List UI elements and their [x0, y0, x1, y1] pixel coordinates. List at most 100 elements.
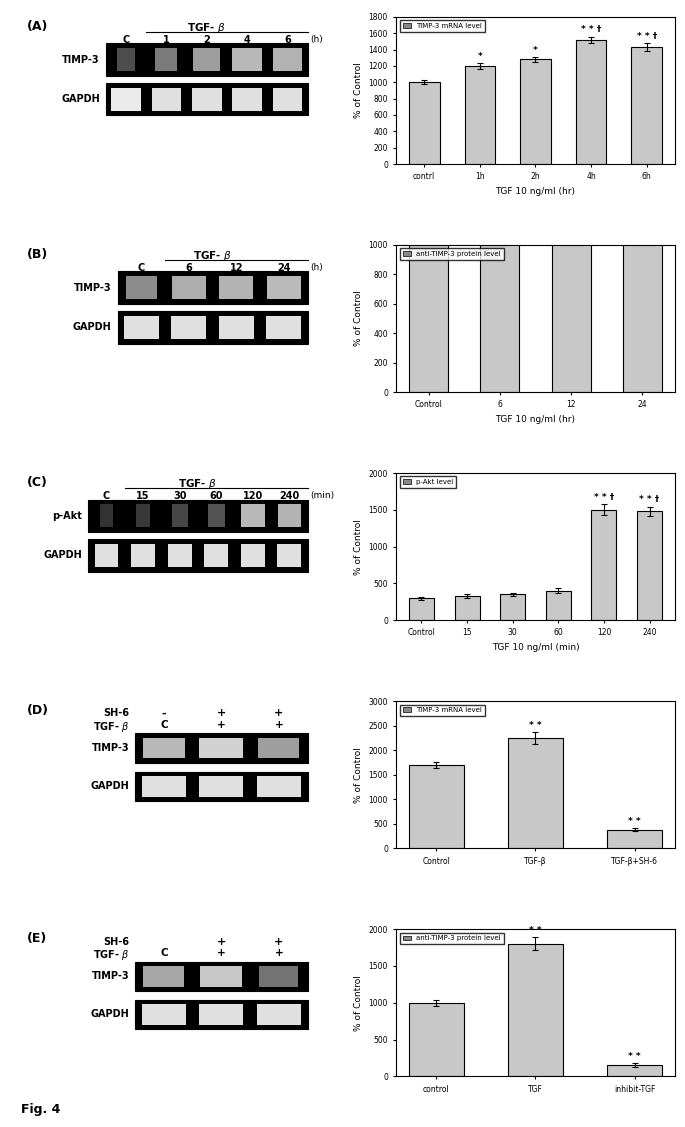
Bar	[520, 60, 551, 165]
Text: TGF- $\beta$: TGF- $\beta$	[179, 478, 217, 491]
Bar	[135, 772, 308, 801]
Bar	[241, 504, 264, 527]
Bar	[95, 543, 119, 567]
Bar	[142, 777, 186, 797]
Bar	[608, 1065, 662, 1076]
Bar	[232, 88, 262, 112]
Text: 6: 6	[284, 35, 291, 45]
Bar	[168, 543, 192, 567]
Bar	[257, 777, 301, 797]
Bar	[409, 171, 448, 392]
Bar	[637, 512, 662, 620]
Text: GAPDH: GAPDH	[90, 781, 129, 791]
Text: 30: 30	[173, 490, 186, 500]
Text: 60: 60	[210, 490, 223, 500]
X-axis label: TGF 10 ng/ml (min): TGF 10 ng/ml (min)	[492, 644, 580, 653]
Text: 6: 6	[186, 263, 192, 273]
Bar	[232, 47, 262, 71]
Text: (B): (B)	[27, 248, 48, 261]
Bar	[199, 777, 243, 797]
Bar	[88, 539, 308, 571]
Bar	[455, 596, 480, 620]
Bar	[273, 47, 301, 71]
Bar	[219, 316, 253, 339]
Bar	[172, 276, 206, 300]
Text: (A): (A)	[27, 20, 48, 33]
Bar	[257, 1004, 301, 1024]
Text: TGF- $\beta$: TGF- $\beta$	[92, 948, 129, 962]
Text: +: +	[275, 948, 283, 958]
Bar	[200, 966, 242, 986]
Text: SH-6: SH-6	[103, 937, 129, 947]
Bar	[204, 543, 228, 567]
Bar	[591, 509, 616, 620]
Bar	[623, 0, 662, 392]
Bar	[508, 944, 563, 1076]
Text: (min): (min)	[310, 490, 335, 499]
Legend: p-Akt level: p-Akt level	[400, 477, 456, 488]
Y-axis label: % of Control: % of Control	[354, 291, 363, 346]
Legend: TIMP-3 mRNA level: TIMP-3 mRNA level	[400, 20, 485, 32]
Bar	[142, 1004, 186, 1024]
Bar	[106, 83, 308, 115]
Text: +: +	[275, 720, 283, 730]
Text: 1: 1	[163, 35, 170, 45]
Bar	[193, 47, 220, 71]
Bar	[172, 504, 188, 527]
Text: 2: 2	[203, 35, 210, 45]
Bar	[508, 738, 563, 849]
Text: * *: * *	[530, 926, 542, 935]
Text: 4: 4	[244, 35, 251, 45]
Text: TIMP-3: TIMP-3	[92, 743, 129, 753]
Text: (h): (h)	[310, 35, 323, 44]
Bar	[208, 504, 225, 527]
Text: TIMP-3: TIMP-3	[92, 971, 129, 982]
Text: -: -	[162, 709, 166, 718]
X-axis label: TGF 10 ng/ml (hr): TGF 10 ng/ml (hr)	[495, 187, 575, 196]
Bar	[409, 1003, 464, 1076]
Bar	[546, 591, 571, 620]
Y-axis label: % of Control: % of Control	[354, 747, 363, 802]
Bar	[632, 47, 662, 165]
Bar	[241, 543, 264, 567]
Text: GAPDH: GAPDH	[61, 95, 100, 105]
Text: 24: 24	[277, 263, 290, 273]
Text: TGF- $\beta$: TGF- $\beta$	[187, 21, 226, 35]
Bar	[118, 311, 308, 344]
Bar	[116, 47, 135, 71]
Bar	[110, 88, 142, 112]
Bar	[259, 966, 299, 986]
Text: C: C	[160, 948, 168, 958]
Text: * * †: * * †	[594, 494, 614, 503]
Text: 15: 15	[136, 490, 150, 500]
Bar	[266, 316, 301, 339]
Bar	[464, 66, 495, 165]
Text: * * †: * * †	[639, 495, 660, 504]
Text: C: C	[160, 720, 168, 730]
Text: (E): (E)	[27, 932, 47, 946]
Bar	[199, 1004, 243, 1024]
Text: 240: 240	[279, 490, 299, 500]
Text: p-Akt: p-Akt	[53, 511, 82, 521]
Bar	[135, 1000, 308, 1029]
Text: C: C	[123, 35, 129, 45]
Text: (D): (D)	[27, 704, 49, 717]
X-axis label: TGF 10 ng/ml (hr): TGF 10 ng/ml (hr)	[495, 415, 575, 424]
Bar	[273, 88, 302, 112]
Bar	[608, 829, 662, 849]
Bar	[88, 499, 308, 532]
Bar	[277, 543, 301, 567]
Bar	[576, 39, 606, 165]
Bar	[143, 966, 184, 986]
Y-axis label: % of Control: % of Control	[354, 62, 363, 118]
Bar	[142, 738, 185, 758]
Text: 12: 12	[229, 263, 243, 273]
Bar	[409, 82, 440, 165]
Bar	[480, 0, 519, 392]
Bar	[136, 504, 151, 527]
Text: +: +	[274, 709, 284, 718]
Bar	[100, 504, 114, 527]
Text: C: C	[138, 263, 145, 273]
Bar	[409, 765, 464, 849]
Text: TIMP-3: TIMP-3	[74, 283, 112, 293]
